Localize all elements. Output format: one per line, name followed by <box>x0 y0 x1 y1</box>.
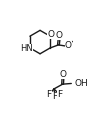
Text: HN: HN <box>20 44 33 53</box>
Text: O: O <box>56 31 63 40</box>
Text: F: F <box>47 90 52 99</box>
Text: O: O <box>65 41 72 50</box>
Text: OH: OH <box>74 79 88 88</box>
Text: F: F <box>57 90 62 99</box>
Text: O: O <box>60 70 67 79</box>
Text: O: O <box>47 30 54 39</box>
Text: F: F <box>52 92 57 101</box>
